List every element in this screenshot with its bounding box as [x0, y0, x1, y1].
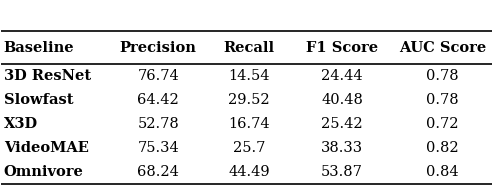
Text: 25.7: 25.7	[233, 141, 265, 155]
Text: 68.24: 68.24	[137, 165, 179, 179]
Text: 75.34: 75.34	[137, 141, 179, 155]
Text: 0.78: 0.78	[426, 93, 459, 107]
Text: Recall: Recall	[224, 41, 274, 55]
Text: 64.42: 64.42	[137, 93, 179, 107]
Text: 0.72: 0.72	[426, 117, 459, 131]
Text: 24.44: 24.44	[321, 69, 363, 83]
Text: X3D: X3D	[4, 117, 38, 131]
Text: 38.33: 38.33	[321, 141, 363, 155]
Text: F1 Score: F1 Score	[306, 41, 378, 55]
Text: VideoMAE: VideoMAE	[4, 141, 89, 155]
Text: 16.74: 16.74	[228, 117, 270, 131]
Text: 14.54: 14.54	[228, 69, 270, 83]
Text: 52.78: 52.78	[137, 117, 179, 131]
Text: Precision: Precision	[120, 41, 197, 55]
Text: Omnivore: Omnivore	[4, 165, 84, 179]
Text: 0.78: 0.78	[426, 69, 459, 83]
Text: 0.84: 0.84	[426, 165, 459, 179]
Text: 76.74: 76.74	[137, 69, 179, 83]
Text: AUC Score: AUC Score	[399, 41, 486, 55]
Text: 44.49: 44.49	[228, 165, 270, 179]
Text: 3D ResNet: 3D ResNet	[4, 69, 91, 83]
Text: Baseline: Baseline	[4, 41, 75, 55]
Text: 29.52: 29.52	[228, 93, 270, 107]
Text: 0.82: 0.82	[426, 141, 459, 155]
Text: 25.42: 25.42	[321, 117, 363, 131]
Text: 53.87: 53.87	[321, 165, 363, 179]
Text: Slowfast: Slowfast	[4, 93, 73, 107]
Text: 40.48: 40.48	[321, 93, 363, 107]
